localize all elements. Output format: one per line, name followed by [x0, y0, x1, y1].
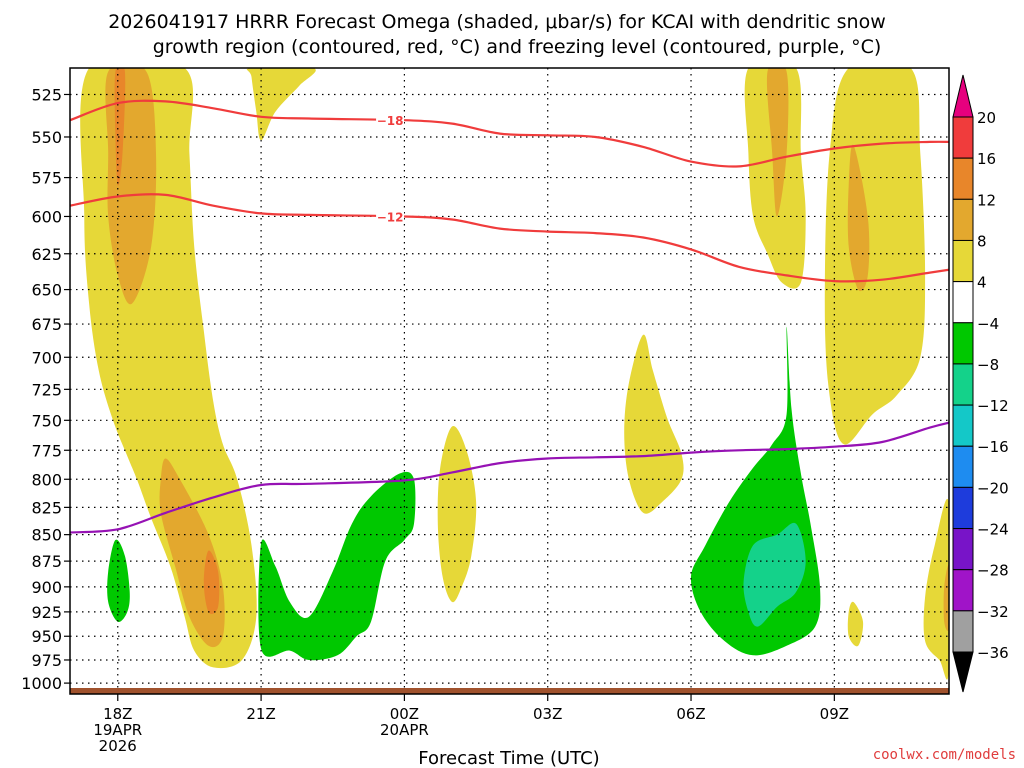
y-tick-label-850: 850	[31, 526, 62, 545]
x-tick-label-21Z: 21Z	[246, 705, 275, 723]
dgz-contour-minus12-label-bg	[376, 208, 405, 224]
x-tick-label-09Z: 09Z	[820, 705, 849, 723]
y-tick-label-975: 975	[31, 651, 62, 670]
x-tick-label-00Z: 00Z	[390, 705, 419, 723]
y-tick-label-700: 700	[31, 348, 62, 367]
x-tick-label-03Z: 03Z	[533, 705, 562, 723]
colorbar-top-arrow	[952, 74, 974, 118]
colorbar-swatch-7	[952, 404, 974, 447]
colorbar-label-0: 20	[977, 109, 996, 127]
y-tick-label-550: 550	[31, 128, 62, 147]
omega-region-orange-07z	[766, 68, 789, 217]
colorbar-swatch-9	[952, 486, 974, 530]
colorbar-swatch-8	[952, 445, 974, 488]
grid-layer	[70, 68, 949, 694]
colorbar-label-10: −24	[977, 521, 1009, 539]
colorbar-label-5: −4	[977, 315, 999, 333]
colorbar-swatch-6	[952, 363, 974, 406]
colorbar: 20 16 12 8 4 −4 −8 −12 −16 −20 −24 −28 −32 −36	[952, 74, 1009, 693]
y-tick-label-925: 925	[31, 603, 62, 622]
y-tick-label-900: 900	[31, 578, 62, 597]
omega-region-dark-orange-lower-18z	[203, 550, 220, 614]
plot-area: −18 −12	[69, 67, 950, 695]
colorbar-label-11: −28	[977, 562, 1009, 580]
chart-title-line2: growth region (contoured, red, °C) and f…	[153, 36, 882, 58]
x-tick-year-18Z: 2026	[99, 737, 137, 755]
x-axis-title: Forecast Time (UTC)	[418, 748, 599, 768]
colorbar-label-12: −32	[977, 603, 1009, 621]
x-tick-label-18Z: 18Z	[103, 705, 132, 723]
omega-region-orange-right-edge	[943, 564, 949, 631]
colorbar-swatch-11	[952, 569, 974, 612]
contour-layer: −18 −12	[70, 99, 949, 534]
y-tick-label-775: 775	[31, 441, 62, 460]
dgz-contour-minus12-label: −12	[377, 210, 404, 224]
omega-region-yellow-05z	[624, 334, 684, 514]
credit-text: coolwx.com/models	[873, 747, 1016, 763]
colorbar-swatch-0	[952, 116, 974, 159]
y-tick-label-650: 650	[31, 281, 62, 300]
omega-region-yellow-small-09z	[847, 601, 864, 647]
dgz-contour-minus18-label-bg	[376, 112, 405, 128]
colorbar-swatch-3	[952, 239, 974, 283]
freezing-level-contour	[70, 421, 949, 534]
colorbar-label-2: 12	[977, 191, 996, 209]
dgz-contour-minus12	[70, 193, 949, 283]
colorbar-swatch-4	[952, 281, 974, 324]
dgz-contour-minus18-label: −18	[377, 114, 404, 128]
y-axis: 525 550 575 600 625 650 675 700 725 750 775 800 825 8…	[21, 85, 70, 693]
y-tick-label-675: 675	[31, 315, 62, 334]
omega-shading-layer	[80, 68, 949, 680]
dgz-contour-minus18	[70, 99, 949, 168]
colorbar-bottom-arrow	[952, 651, 974, 693]
colorbar-swatch-1	[952, 157, 974, 200]
omega-region-dark-orange-core-18z	[114, 68, 126, 186]
y-tick-label-950: 950	[31, 627, 62, 646]
y-tick-label-750: 750	[31, 411, 62, 430]
colorbar-label-8: −16	[977, 438, 1009, 456]
colorbar-label-3: 8	[977, 232, 987, 250]
colorbar-label-1: 16	[977, 150, 996, 168]
y-tick-label-1000: 1000	[21, 674, 62, 693]
colorbar-swatch-12	[952, 610, 974, 653]
ground-surface-band	[70, 688, 949, 694]
y-tick-label-800: 800	[31, 470, 62, 489]
colorbar-swatch-10	[952, 528, 974, 571]
omega-region-yellow-right-edge	[923, 498, 949, 680]
colorbar-label-4: 4	[977, 274, 987, 292]
y-tick-label-825: 825	[31, 498, 62, 517]
x-tick-date-18Z: 19APR	[93, 721, 142, 739]
y-tick-label-625: 625	[31, 245, 62, 264]
x-tick-label-06Z: 06Z	[676, 705, 705, 723]
omega-region-orange-09z	[847, 144, 870, 292]
omega-region-green-small-18z	[107, 539, 130, 622]
x-tick-date-00Z: 20APR	[380, 721, 429, 739]
colorbar-label-7: −12	[977, 397, 1009, 415]
y-tick-label-600: 600	[31, 207, 62, 226]
y-tick-label-725: 725	[31, 380, 62, 399]
colorbar-swatch-5	[952, 322, 974, 365]
omega-region-teal-07z	[743, 522, 806, 627]
colorbar-label-6: −8	[977, 356, 999, 374]
chart-title-line1: 2026041917 HRRR Forecast Omega (shaded, …	[108, 11, 886, 33]
colorbar-label-9: −20	[977, 479, 1009, 497]
omega-region-green-21z-00z	[258, 471, 416, 661]
y-tick-label-575: 575	[31, 169, 62, 188]
colorbar-label-13: −36	[977, 644, 1009, 662]
plot-frame	[69, 67, 950, 695]
omega-region-yellow-top-21z	[246, 68, 316, 141]
y-tick-label-525: 525	[31, 85, 62, 104]
y-tick-label-875: 875	[31, 552, 62, 571]
colorbar-swatch-2	[952, 198, 974, 241]
